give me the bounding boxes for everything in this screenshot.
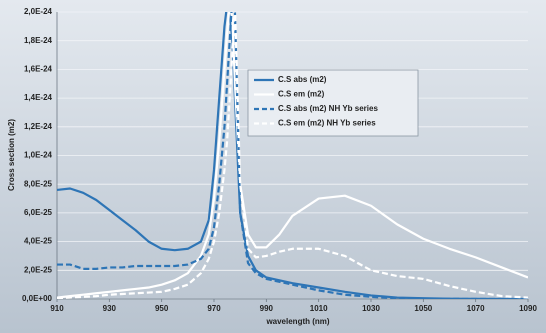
x-tick-label: 970 bbox=[207, 304, 221, 313]
series-line bbox=[57, 12, 528, 299]
y-tick-label: 2,0E-24 bbox=[24, 7, 53, 16]
y-tick-label: 1,0E-24 bbox=[24, 151, 53, 160]
x-tick-label: 1010 bbox=[310, 304, 328, 313]
legend-label: C.S abs (m2) NH Yb series bbox=[278, 104, 378, 113]
series-line bbox=[57, 12, 528, 299]
x-tick-label: 1050 bbox=[414, 304, 432, 313]
y-tick-label: 1,2E-24 bbox=[24, 122, 53, 131]
y-tick-label: 8,0E-25 bbox=[24, 179, 53, 188]
y-tick-label: 0,0E+00 bbox=[22, 294, 53, 303]
x-tick-label: 910 bbox=[50, 304, 64, 313]
x-tick-label: 1030 bbox=[362, 304, 380, 313]
legend-box bbox=[247, 69, 419, 137]
x-tick-label: 950 bbox=[155, 304, 169, 313]
x-axis-title: wavelength (nm) bbox=[265, 317, 329, 326]
x-tick-label: 930 bbox=[103, 304, 117, 313]
series-line bbox=[57, 12, 528, 299]
y-tick-label: 1,6E-24 bbox=[24, 65, 53, 74]
x-tick-label: 990 bbox=[260, 304, 274, 313]
legend-label: C.S abs (m2) bbox=[278, 75, 327, 84]
legend-label: C.S em (m2) NH Yb series bbox=[278, 119, 376, 128]
y-tick-label: 1,4E-24 bbox=[24, 93, 53, 102]
x-tick-label: 1070 bbox=[467, 304, 485, 313]
series-line bbox=[57, 12, 528, 299]
x-tick-label: 1090 bbox=[519, 304, 537, 313]
y-tick-label: 1,8E-24 bbox=[24, 36, 53, 45]
y-tick-label: 2,0E-25 bbox=[24, 265, 53, 274]
legend-label: C.S em (m2) bbox=[278, 90, 325, 99]
lines bbox=[57, 12, 528, 299]
y-axis-title: Cross section (m2) bbox=[7, 119, 16, 191]
legend: C.S abs (m2) C.S em (m2) C.S abs (m2) NH Y… bbox=[247, 69, 419, 137]
y-tick-label: 4,0E-25 bbox=[24, 237, 53, 246]
y-tick-label: 6,0E-25 bbox=[24, 208, 53, 217]
